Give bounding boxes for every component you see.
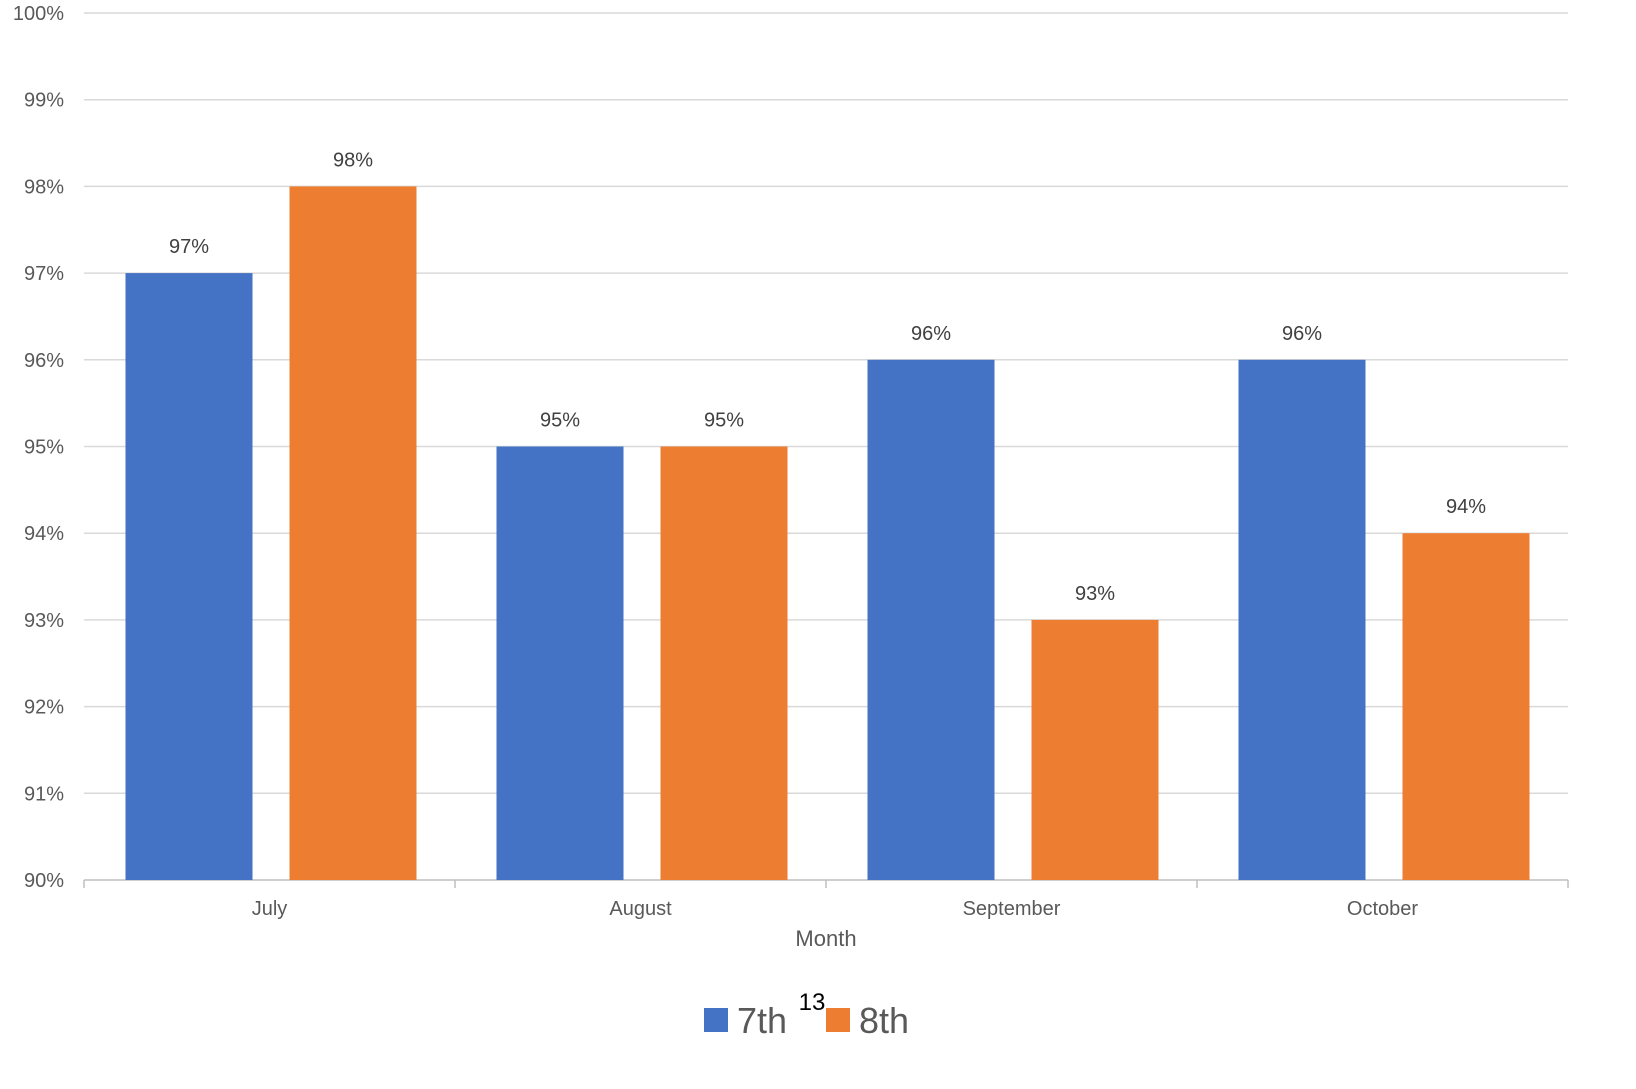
legend-swatch-7th — [704, 1008, 728, 1032]
data-label: 93% — [1075, 583, 1115, 605]
legend-swatch-8th — [826, 1008, 850, 1032]
y-tick-label: 93% — [24, 610, 64, 632]
y-tick-label: 94% — [24, 523, 64, 545]
x-axis — [83, 879, 1569, 888]
y-tick-label: 95% — [24, 437, 64, 459]
legend-label: 7th — [737, 1000, 787, 1041]
bar-8th-august — [660, 446, 788, 880]
bar-7th-october — [1238, 359, 1366, 880]
x-category-label: October — [1347, 898, 1418, 920]
data-label: 95% — [704, 410, 744, 432]
data-label: 98% — [333, 149, 373, 171]
legend-label: 8th — [859, 1000, 909, 1041]
y-tick-label: 98% — [24, 176, 64, 198]
x-category-label: September — [963, 898, 1061, 920]
data-label: 95% — [540, 410, 580, 432]
bar-8th-october — [1402, 533, 1530, 880]
data-label: 96% — [911, 323, 951, 345]
x-axis-title: Month — [795, 926, 856, 951]
data-label: 94% — [1446, 496, 1486, 518]
y-tick-label: 97% — [24, 263, 64, 285]
y-tick-label: 96% — [24, 350, 64, 372]
y-tick-label: 91% — [24, 783, 64, 805]
y-tick-label: 100% — [13, 3, 64, 25]
bar-7th-august — [496, 446, 624, 880]
data-label: 96% — [1282, 323, 1322, 345]
x-axis-category-labels: July August September October — [252, 898, 1419, 920]
y-tick-label: 92% — [24, 697, 64, 719]
page-number: 13 — [799, 989, 826, 1016]
y-axis-tick-labels: 90% 91% 92% 93% 94% 95% 96% 97% 98% 99% 100% — [13, 3, 64, 892]
bar-8th-july — [289, 186, 417, 880]
y-tick-label: 99% — [24, 90, 64, 112]
y-tick-label: 90% — [24, 870, 64, 892]
bars — [125, 186, 1530, 881]
x-category-label: July — [252, 898, 288, 920]
data-labels: 97% 98% 95% 95% 96% 93% 96% 94% — [169, 149, 1486, 605]
bar-7th-september — [867, 359, 995, 880]
data-label: 97% — [169, 236, 209, 258]
x-category-label: August — [609, 898, 672, 920]
legend: 7th 8th — [704, 1000, 909, 1041]
bar-7th-july — [125, 273, 253, 881]
bar-8th-september — [1031, 619, 1159, 880]
